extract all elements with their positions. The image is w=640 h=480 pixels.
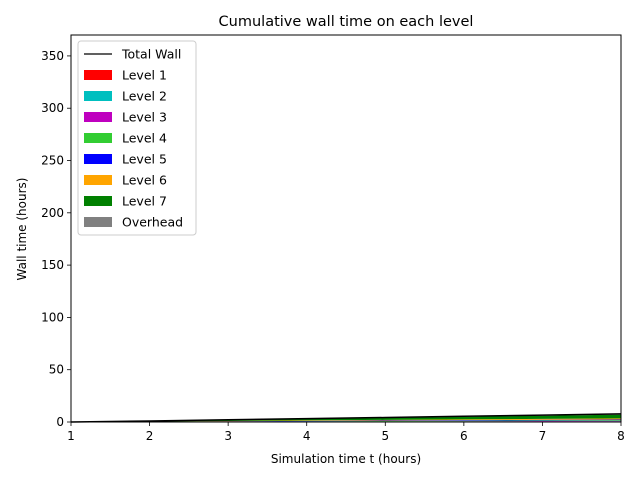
- x-axis-label: Simulation time t (hours): [271, 452, 421, 466]
- y-tick-label: 350: [41, 49, 64, 63]
- total-wall-line: [70, 413, 622, 423]
- legend-swatch-level-4: [84, 133, 112, 143]
- legend-label-overhead: Overhead: [122, 215, 183, 230]
- y-tick-label: 100: [41, 310, 64, 324]
- legend-label-level-6: Level 6: [122, 173, 167, 188]
- legend-swatch-level-1: [84, 70, 112, 80]
- legend-label-level-3: Level 3: [122, 110, 167, 125]
- y-tick-label: 50: [49, 363, 64, 377]
- legend: Total Wall Level 1 Level 2 Level 3 Level 4 Le…: [77, 40, 197, 236]
- x-tick-label: 3: [224, 429, 232, 443]
- legend-label-level-1: Level 1: [122, 68, 167, 83]
- x-tick-label: 4: [303, 429, 311, 443]
- x-tick-label: 5: [381, 429, 389, 443]
- y-tick-label: 250: [41, 154, 64, 168]
- x-tick-label: 7: [539, 429, 547, 443]
- area-level-3: [71, 420, 621, 422]
- legend-swatch-level-6: [84, 175, 112, 185]
- area-level-6: [71, 418, 621, 422]
- x-tick-label: 8: [617, 429, 625, 443]
- legend-box: [77, 40, 197, 236]
- y-axis-ticks: 0 50 100 150 200 250 300 350: [41, 49, 71, 429]
- x-tick-label: 2: [146, 429, 154, 443]
- area-level-4: [71, 420, 621, 422]
- legend-label-level-2: Level 2: [122, 89, 167, 104]
- legend-swatch-level-5: [84, 154, 112, 164]
- legend-label-level-7: Level 7: [122, 194, 167, 209]
- y-axis-label: Wall time (hours): [15, 178, 29, 281]
- legend-label-level-4: Level 4: [122, 131, 167, 146]
- legend-swatch-level-7: [84, 196, 112, 206]
- legend-swatch-level-3: [84, 112, 112, 122]
- area-level-7: [71, 414, 621, 422]
- x-axis-ticks: 1 2 3 4 5 6 7 8: [67, 422, 625, 443]
- x-tick-label: 6: [460, 429, 468, 443]
- y-tick-label: 150: [41, 258, 64, 272]
- legend-label-total-wall: Total Wall: [121, 47, 181, 62]
- x-tick-label: 1: [67, 429, 75, 443]
- y-tick-label: 0: [56, 415, 64, 429]
- plot-frame: [70, 34, 622, 423]
- chart-title: Cumulative wall time on each level: [219, 14, 474, 30]
- legend-swatch-level-2: [84, 91, 112, 101]
- total-wall-line-group: [70, 413, 622, 423]
- legend-swatch-overhead: [84, 217, 112, 227]
- y-tick-label: 300: [41, 101, 64, 115]
- y-tick-label: 200: [41, 206, 64, 220]
- legend-label-level-5: Level 5: [122, 152, 167, 167]
